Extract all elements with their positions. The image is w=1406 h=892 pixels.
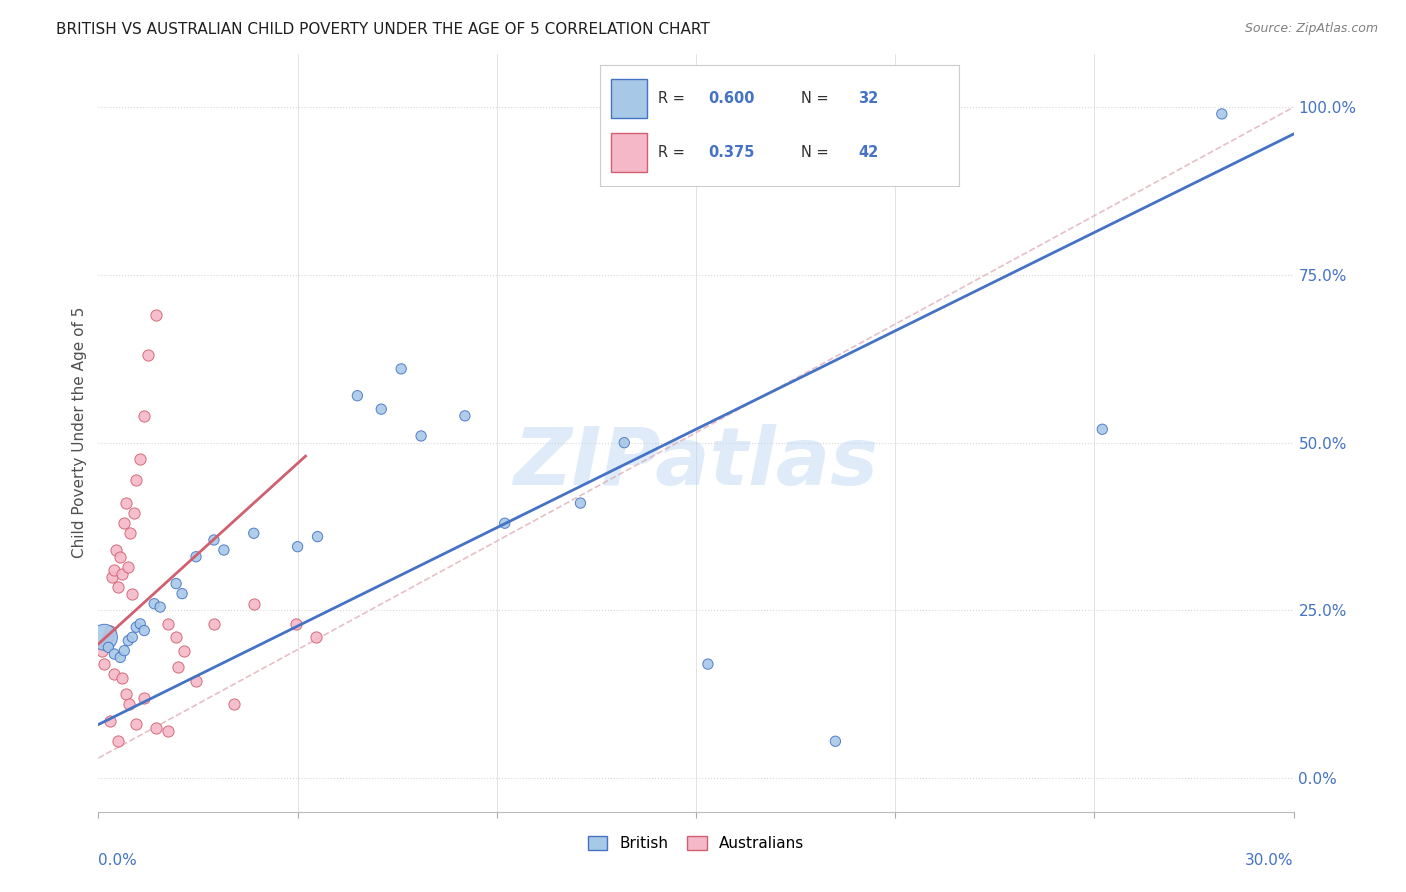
Point (103, 563, 125, 577)
Point (243, 597, 266, 611)
Point (494, 516, 516, 531)
Point (107, 734, 129, 748)
Point (454, 409, 477, 423)
Point (125, 620, 148, 634)
Point (1091, 422, 1114, 436)
Legend: British, Australians: British, Australians (582, 830, 810, 857)
Text: ZIPatlas: ZIPatlas (513, 424, 879, 502)
Point (110, 650, 132, 665)
Point (115, 496, 138, 510)
Point (157, 724, 180, 739)
Point (824, 734, 846, 748)
Text: 30.0%: 30.0% (1246, 854, 1294, 869)
Y-axis label: Child Poverty Under the Age of 5: Child Poverty Under the Age of 5 (72, 307, 87, 558)
Point (370, 402, 392, 417)
Point (157, 616, 180, 631)
Point (184, 549, 207, 564)
Point (134, 624, 156, 638)
Point (112, 516, 135, 531)
Point (243, 526, 266, 541)
Point (117, 633, 139, 648)
Point (129, 452, 152, 467)
Point (184, 673, 207, 688)
Text: Source: ZipAtlas.com: Source: ZipAtlas.com (1244, 22, 1378, 36)
Point (212, 543, 235, 558)
Point (98, 714, 121, 728)
Point (202, 533, 225, 547)
Point (103, 647, 125, 661)
Point (98, 624, 122, 638)
Point (165, 630, 187, 644)
Point (107, 580, 129, 594)
Point (222, 698, 245, 712)
Point (110, 549, 132, 564)
Point (284, 616, 307, 631)
Point (112, 643, 135, 657)
Point (91, 643, 114, 657)
Point (287, 540, 309, 554)
Point (167, 660, 190, 674)
Point (110, 671, 132, 685)
Point (101, 570, 124, 584)
Point (697, 657, 720, 672)
Point (111, 566, 134, 581)
Point (173, 643, 195, 657)
Point (149, 600, 172, 615)
Point (1211, 107, 1233, 121)
Point (124, 506, 146, 520)
Point (117, 559, 139, 574)
Point (346, 389, 368, 403)
Point (172, 587, 194, 601)
Text: BRITISH VS AUSTRALIAN CHILD POVERTY UNDER THE AGE OF 5 CORRELATION CHART: BRITISH VS AUSTRALIAN CHILD POVERTY UNDE… (56, 22, 710, 37)
Point (389, 362, 412, 376)
Point (202, 616, 225, 631)
Point (165, 576, 187, 591)
Text: 0.0%: 0.0% (98, 854, 138, 869)
Point (136, 348, 159, 362)
Point (118, 698, 141, 712)
Point (125, 717, 148, 731)
Point (134, 690, 156, 705)
Point (569, 496, 592, 510)
Point (134, 409, 156, 423)
Point (304, 630, 326, 644)
Point (129, 616, 152, 631)
Point (145, 721, 167, 735)
Point (121, 630, 143, 644)
Point (613, 435, 636, 450)
Point (411, 429, 433, 443)
Point (93, 657, 115, 672)
Point (145, 308, 167, 322)
Point (96, 637, 118, 651)
Point (125, 473, 148, 487)
Point (97, 630, 120, 644)
Point (143, 597, 166, 611)
Point (121, 587, 143, 601)
Point (114, 687, 136, 701)
Point (105, 543, 128, 558)
Point (93, 630, 115, 644)
Point (120, 526, 142, 541)
Point (307, 530, 329, 544)
Point (103, 667, 125, 681)
Point (97, 640, 120, 655)
